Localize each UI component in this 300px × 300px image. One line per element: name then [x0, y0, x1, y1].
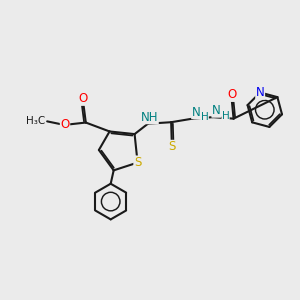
Text: H: H [222, 111, 230, 121]
Text: O: O [79, 92, 88, 105]
Text: O: O [60, 118, 70, 131]
Text: N: N [192, 106, 200, 118]
Text: S: S [168, 140, 176, 153]
Text: N: N [256, 86, 265, 99]
Text: N: N [212, 104, 221, 117]
Text: NH: NH [141, 111, 158, 124]
Text: S: S [134, 156, 141, 169]
Text: H: H [201, 112, 208, 122]
Text: O: O [227, 88, 236, 101]
Text: H₃C: H₃C [26, 116, 45, 126]
